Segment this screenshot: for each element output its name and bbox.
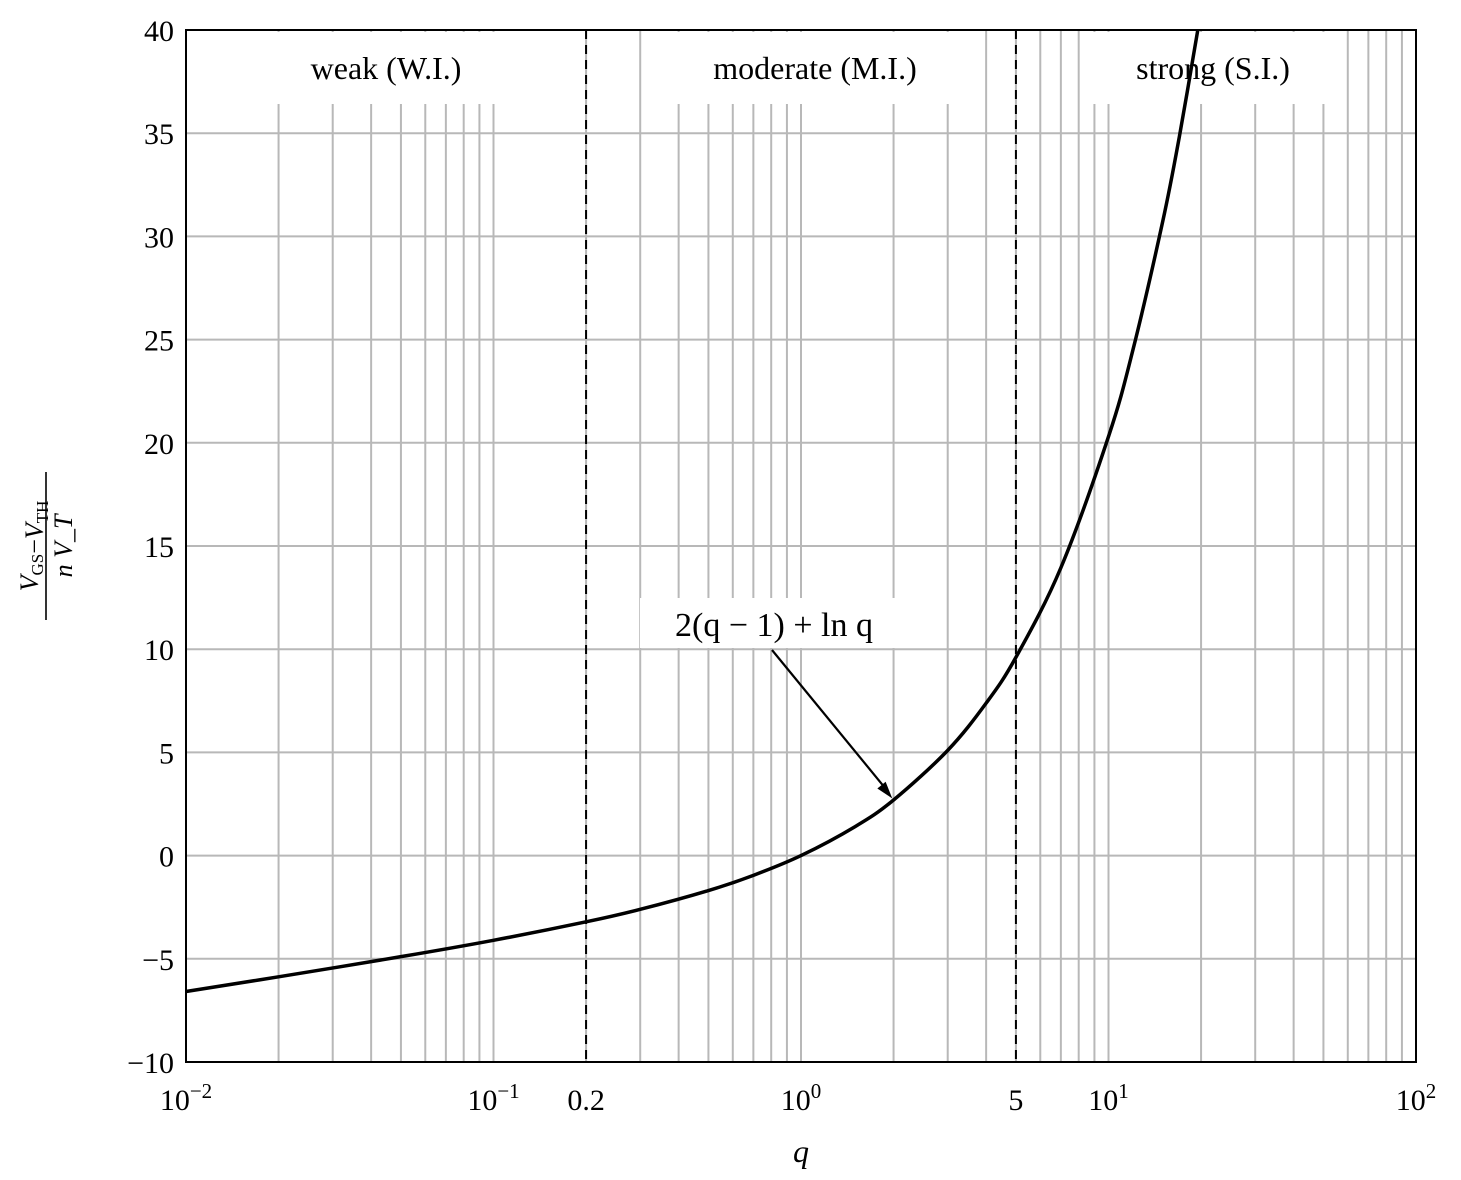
y-tick-label: 15 [144,531,174,564]
y-label-numerator: VGS−VTH [15,501,52,592]
plot-frame [185,29,1417,1063]
region-label-box [271,32,502,104]
x-tick-label: 5 [1008,1084,1023,1117]
region-label-box [662,32,968,104]
y-tick-label: 40 [144,15,174,48]
annotation: 2(q − 1) + ln q [640,598,908,799]
tick-labels: −10 −5 0 5 10 15 20 25 30 35 40 10−2 10−1 0.2 100 5 101 1… [127,15,1436,1117]
region-label: moderate (M.I.) [713,50,916,86]
annotation-arrow-line [771,649,889,792]
annotation-label: 2(q − 1) + ln q [675,607,873,644]
region-label: weak (W.I.) [311,50,462,86]
series-line [185,30,1200,994]
x-tick-label: 100 [781,1079,822,1117]
y-axis-label: VGS−VTH n V_T [15,472,78,620]
y-tick-label: 25 [144,325,174,358]
y-label-denominator: n V_T [49,513,78,577]
y-tick-label: 20 [144,428,174,461]
x-tick-label: 101 [1088,1079,1129,1117]
x-axis-label: q [793,1133,809,1169]
y-tick-label: 5 [159,737,174,770]
annotation-box [640,598,908,648]
region-label-box [1090,32,1336,104]
y-tick-label: 0 [159,841,174,874]
x-tick-label: 0.2 [567,1084,605,1117]
region-boundaries [585,30,1017,1062]
x-tick-label: 10−1 [467,1079,519,1117]
annotation-arrow-head [877,781,893,799]
y-tick-label: 30 [144,221,174,254]
y-tick-label: 10 [144,634,174,667]
x-tick-label: 10−2 [160,1079,212,1117]
y-tick-label: 35 [144,118,174,151]
y-tick-label: −5 [142,944,174,977]
x-tick-label: 102 [1396,1079,1437,1117]
y-tick-label: −10 [127,1047,174,1080]
region-label: strong (S.I.) [1136,50,1290,86]
region-labels: weak (W.I.) moderate (M.I.) strong (S.I.) [271,32,1336,104]
grid [186,30,1416,1062]
